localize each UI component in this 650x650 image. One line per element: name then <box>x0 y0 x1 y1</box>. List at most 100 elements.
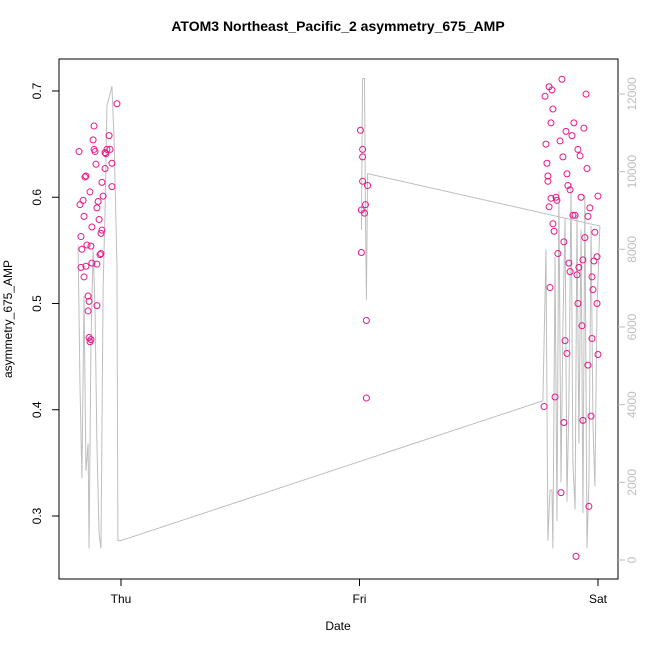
point <box>593 253 601 261</box>
point <box>76 201 84 209</box>
point <box>564 182 572 190</box>
point <box>85 333 93 341</box>
point <box>570 119 578 127</box>
point <box>584 212 592 220</box>
point <box>583 165 591 173</box>
point <box>105 132 113 140</box>
point <box>97 229 105 237</box>
point <box>568 132 576 140</box>
point <box>593 299 601 307</box>
point <box>587 412 595 420</box>
point <box>546 284 554 292</box>
point <box>75 148 83 156</box>
point <box>95 216 103 224</box>
point <box>561 337 569 345</box>
point <box>87 242 95 250</box>
point <box>103 145 111 153</box>
y2-tick-label: 10000 <box>625 155 639 189</box>
point <box>557 489 565 497</box>
point <box>90 122 98 130</box>
point <box>566 268 574 276</box>
point <box>88 223 96 231</box>
point <box>556 137 564 145</box>
point <box>92 160 100 168</box>
point <box>559 153 567 161</box>
point <box>548 86 556 94</box>
point <box>98 178 106 186</box>
point <box>565 259 573 267</box>
point <box>563 349 571 357</box>
point <box>93 302 101 310</box>
point <box>97 250 105 258</box>
y2-tick-label: 2000 <box>625 469 639 496</box>
point <box>584 361 592 369</box>
point <box>78 245 86 253</box>
point <box>547 194 555 202</box>
point <box>544 177 552 185</box>
point <box>89 136 97 144</box>
point <box>359 145 367 153</box>
point <box>96 251 104 259</box>
point <box>591 228 599 236</box>
point <box>562 127 570 135</box>
x-axis-label: Date <box>325 619 351 633</box>
point <box>80 212 88 220</box>
point <box>77 233 85 241</box>
y-tick-label: 0.7 <box>30 82 44 99</box>
point <box>362 394 370 402</box>
y-tick-label: 0.5 <box>30 295 44 312</box>
point <box>573 271 581 279</box>
point <box>84 292 92 300</box>
point <box>560 238 568 246</box>
y-tick-label: 0.4 <box>30 401 44 418</box>
point <box>543 159 551 167</box>
y-tick-label: 0.6 <box>30 189 44 206</box>
point <box>558 75 566 83</box>
point <box>362 316 370 324</box>
point <box>101 165 109 173</box>
chart-title: ATOM3 Northeast_Pacific_2 asymmetry_675_… <box>171 18 504 34</box>
point <box>359 153 367 161</box>
point <box>544 172 552 180</box>
point <box>108 159 116 167</box>
point <box>106 145 114 153</box>
point <box>361 201 369 209</box>
y2-tick-label: 12000 <box>625 77 639 111</box>
point <box>547 119 555 127</box>
point <box>569 211 577 219</box>
point <box>87 336 95 344</box>
point <box>574 299 582 307</box>
y-tick-label: 0.3 <box>30 507 44 524</box>
point <box>577 193 585 201</box>
point <box>93 260 101 268</box>
point <box>588 273 596 281</box>
point <box>113 100 121 108</box>
point <box>99 192 107 200</box>
point <box>585 502 593 510</box>
point <box>552 193 560 201</box>
point <box>98 226 106 234</box>
y2-tick-label: 0 <box>625 556 639 563</box>
point <box>586 204 594 212</box>
point <box>572 552 580 560</box>
point <box>94 197 102 205</box>
point <box>359 177 367 185</box>
point <box>582 90 590 98</box>
point <box>91 148 99 156</box>
point <box>88 259 96 267</box>
point <box>563 170 571 178</box>
point <box>77 263 85 271</box>
point <box>576 152 584 160</box>
point <box>571 211 579 219</box>
point <box>80 273 88 281</box>
point <box>545 203 553 211</box>
point <box>541 92 549 100</box>
point <box>581 234 589 242</box>
point <box>357 248 365 256</box>
point <box>549 220 557 228</box>
y2-tick-label: 8000 <box>625 236 639 263</box>
point <box>575 263 583 271</box>
point <box>551 393 559 401</box>
point <box>549 105 557 113</box>
